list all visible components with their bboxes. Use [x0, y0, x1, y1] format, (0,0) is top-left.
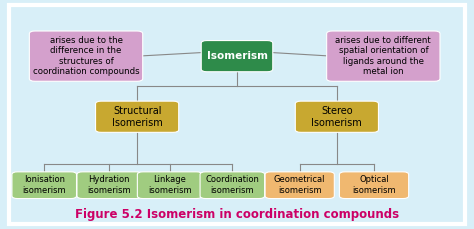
FancyBboxPatch shape	[339, 172, 409, 199]
Text: arises due to different
spatial orientation of
ligands around the
metal ion: arises due to different spatial orientat…	[336, 36, 431, 76]
FancyBboxPatch shape	[12, 172, 76, 199]
FancyBboxPatch shape	[137, 172, 202, 199]
Text: Figure 5.2 Isomerism in coordination compounds: Figure 5.2 Isomerism in coordination com…	[75, 208, 399, 221]
FancyBboxPatch shape	[200, 172, 264, 199]
FancyBboxPatch shape	[327, 31, 440, 81]
FancyBboxPatch shape	[295, 101, 378, 132]
FancyBboxPatch shape	[96, 101, 179, 132]
Text: Linkage
isomerism: Linkage isomerism	[148, 175, 191, 195]
Text: Coordination
isomerism: Coordination isomerism	[205, 175, 259, 195]
FancyBboxPatch shape	[77, 172, 142, 199]
Text: arises due to the
difference in the
structures of
coordination compounds: arises due to the difference in the stru…	[33, 36, 139, 76]
Text: Optical
isomerism: Optical isomerism	[352, 175, 396, 195]
FancyBboxPatch shape	[201, 41, 273, 72]
Text: Geometrical
isomerism: Geometrical isomerism	[274, 175, 326, 195]
Text: Isomerism: Isomerism	[207, 51, 267, 61]
FancyBboxPatch shape	[29, 31, 143, 81]
Text: Hydration
isomerism: Hydration isomerism	[87, 175, 131, 195]
Text: Structural
Isomerism: Structural Isomerism	[112, 106, 163, 128]
FancyBboxPatch shape	[265, 172, 334, 199]
Text: Stereo
Isomerism: Stereo Isomerism	[311, 106, 362, 128]
Text: Ionisation
isomerism: Ionisation isomerism	[22, 175, 66, 195]
